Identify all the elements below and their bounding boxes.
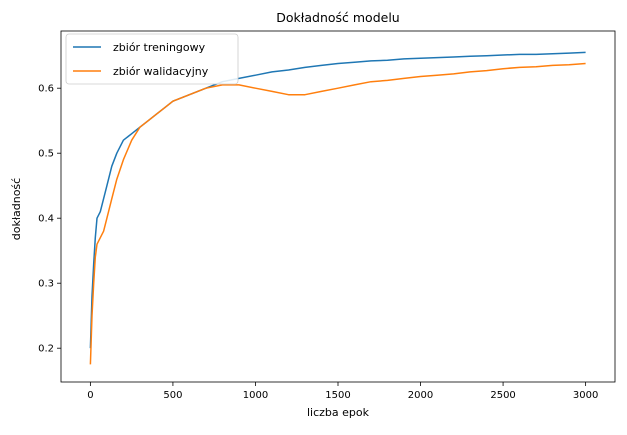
legend-label-validation: zbiór walidacyjny bbox=[113, 65, 209, 78]
chart-title: Dokładność modelu bbox=[276, 10, 399, 25]
y-tick-label: 0.5 bbox=[38, 149, 54, 160]
series-line-validation bbox=[89, 62, 586, 365]
x-tick-label: 500 bbox=[163, 390, 182, 401]
y-tick-label: 0.6 bbox=[38, 84, 54, 95]
plot-lines bbox=[89, 51, 586, 365]
legend-box bbox=[65, 33, 239, 85]
legend: zbiór treningowy zbiór walidacyjny bbox=[65, 33, 239, 85]
y-tick-label: 0.2 bbox=[38, 344, 54, 355]
x-tick-label: 2500 bbox=[490, 390, 515, 401]
y-axis-ticks: 0.2 0.3 0.4 0.5 0.6 bbox=[38, 84, 61, 355]
legend-label-train: zbiór treningowy bbox=[113, 41, 206, 54]
x-tick-label: 3000 bbox=[573, 390, 598, 401]
series-line-train bbox=[89, 51, 586, 349]
x-axis-ticks: 0 500 1000 1500 2000 2500 3000 bbox=[87, 382, 598, 401]
x-tick-label: 1500 bbox=[325, 390, 350, 401]
y-tick-label: 0.4 bbox=[38, 214, 54, 225]
y-axis-label: dokładność bbox=[10, 178, 23, 240]
x-tick-label: 2000 bbox=[408, 390, 433, 401]
x-tick-label: 1000 bbox=[243, 390, 268, 401]
x-tick-label: 0 bbox=[87, 390, 93, 401]
x-axis-label: liczba epok bbox=[307, 406, 370, 419]
y-tick-label: 0.3 bbox=[38, 279, 54, 290]
